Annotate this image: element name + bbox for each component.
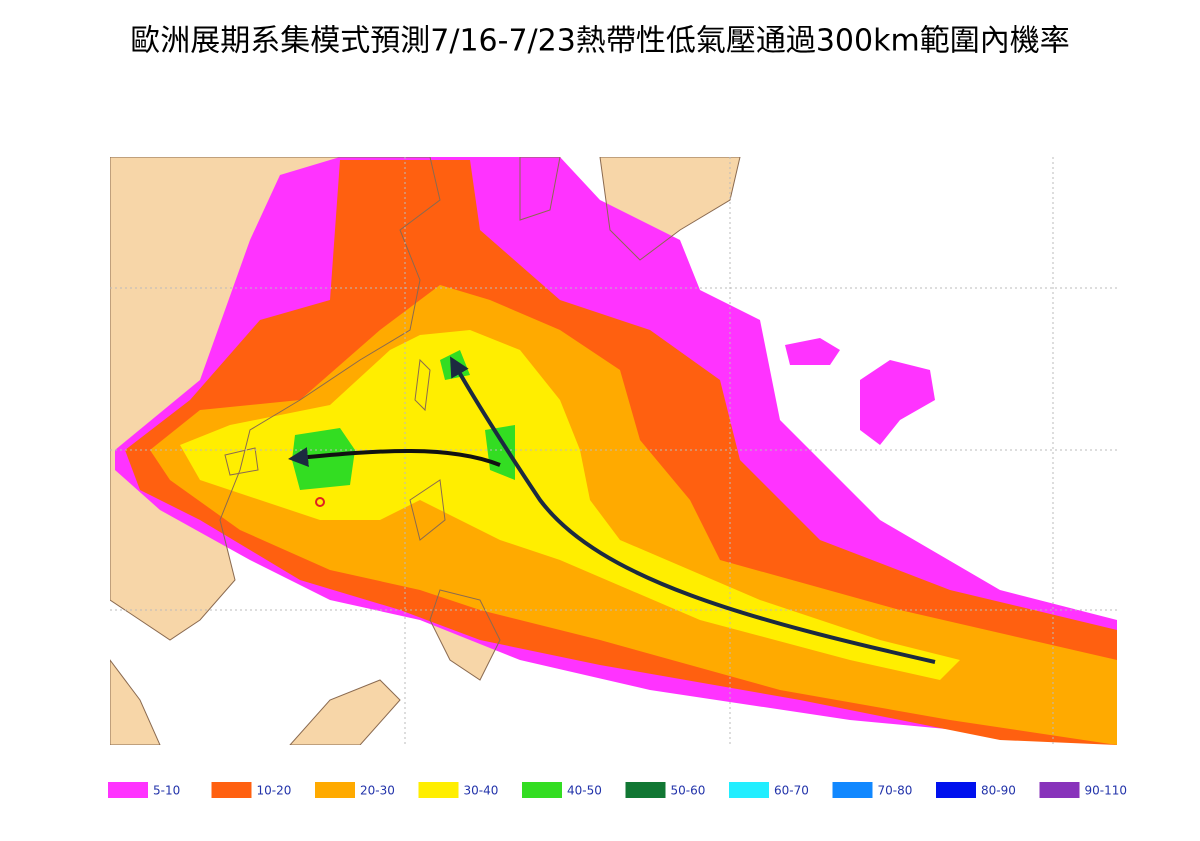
legend-swatch xyxy=(729,782,769,798)
legend: 5-10 10-20 20-30 30-40 40-50 50-60 60-70 70-80 8… xyxy=(108,782,1127,798)
legend-label: 80-90 xyxy=(981,784,1016,798)
legend-swatch xyxy=(315,782,355,798)
legend-swatch xyxy=(211,782,252,798)
legend-swatch xyxy=(832,782,873,798)
track-arrow xyxy=(450,356,936,664)
marker xyxy=(315,497,325,507)
legend-label: 5-10 xyxy=(153,784,180,798)
legend-label: 30-40 xyxy=(464,784,499,798)
legend-label: 60-70 xyxy=(774,784,809,798)
prob-40-50 xyxy=(292,428,355,490)
prob-30-40 xyxy=(180,330,960,680)
legend-swatch xyxy=(1039,782,1080,798)
legend-label: 20-30 xyxy=(360,784,395,798)
legend-swatch xyxy=(625,782,666,798)
map xyxy=(110,157,1117,745)
track-arrow xyxy=(288,447,501,467)
legend-swatch xyxy=(522,782,562,798)
legend-swatch xyxy=(418,782,459,798)
title: 歐洲展期系集模式預測7/16-7/23熱帶性低氣壓通過300km範圍內機率 xyxy=(130,24,1069,59)
prob-5-10 xyxy=(785,338,840,365)
prob-5-10 xyxy=(860,360,935,445)
legend-label: 10-20 xyxy=(257,784,292,798)
legend-swatch xyxy=(936,782,976,798)
legend-label: 40-50 xyxy=(567,784,602,798)
grid xyxy=(110,157,1117,745)
legend-swatch xyxy=(108,782,148,798)
legend-label: 70-80 xyxy=(878,784,913,798)
prob-40-50 xyxy=(485,425,515,480)
legend-label: 90-110 xyxy=(1085,784,1128,798)
legend-label: 50-60 xyxy=(671,784,706,798)
